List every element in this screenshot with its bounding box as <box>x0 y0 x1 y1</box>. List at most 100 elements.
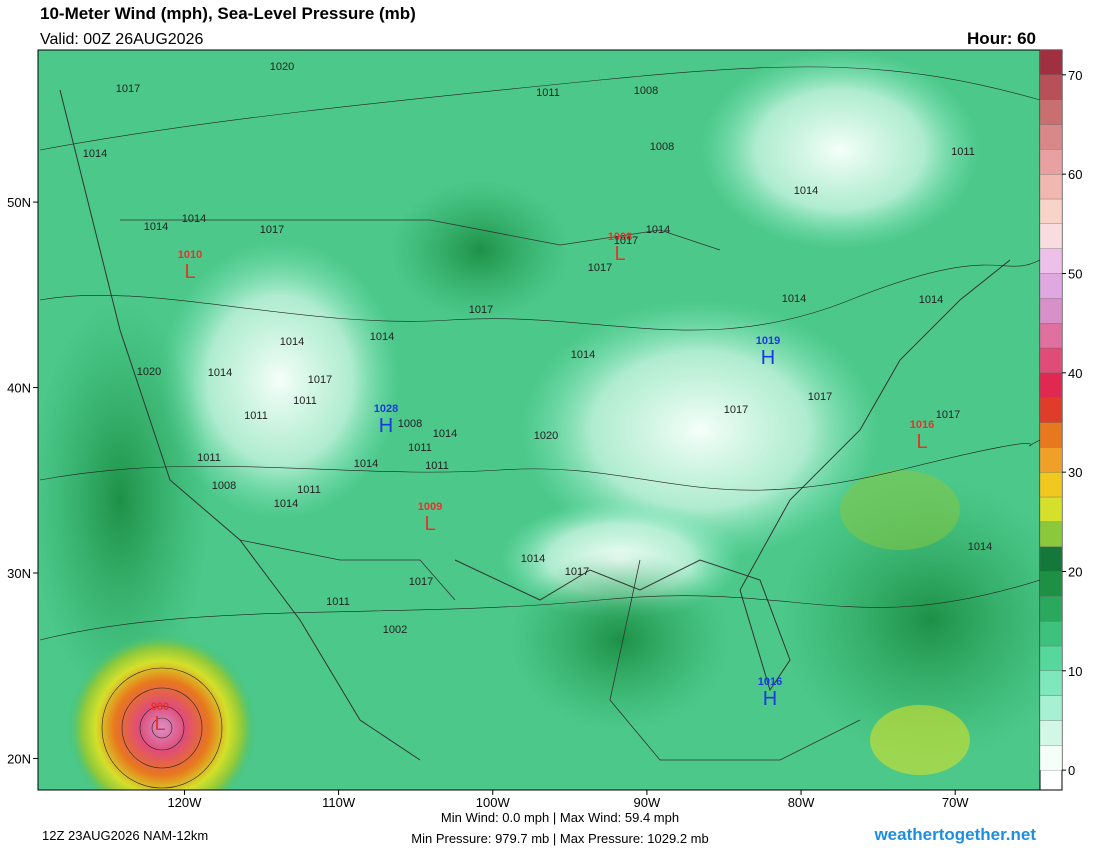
colorbar-label: 60 <box>1068 167 1082 182</box>
center-letter: L <box>916 431 927 453</box>
contour-label: 1014 <box>354 458 378 470</box>
contour-label: 1008 <box>634 85 658 97</box>
contour-label: 1011 <box>293 395 317 407</box>
contour-label: 1011 <box>425 460 449 472</box>
colorbar-segment <box>1039 298 1063 324</box>
contour-label: 1002 <box>383 624 407 636</box>
colorbar-segment <box>1039 670 1063 696</box>
contour-label: 1014 <box>521 553 545 565</box>
contour-label: 1008 <box>212 480 236 492</box>
colorbar-segment <box>1039 447 1063 473</box>
contour-label: 1014 <box>794 185 818 197</box>
contour-label: 1014 <box>83 148 107 160</box>
windy-area <box>38 300 210 700</box>
colorbar-segment <box>1039 74 1063 100</box>
colorbar-label: 40 <box>1068 366 1082 381</box>
contour-label: 1017 <box>260 224 284 236</box>
center-value: 1016 <box>910 419 934 431</box>
contour-label: 1017 <box>469 304 493 316</box>
calm-area <box>160 240 400 520</box>
windy-area <box>840 470 960 550</box>
center-value: 980 <box>151 701 169 713</box>
colorbar-segment <box>1039 521 1063 547</box>
lon-label: 120W <box>167 795 202 810</box>
model-run: 12Z 23AUG2026 NAM-12km <box>42 828 208 843</box>
colorbar-segment <box>1039 720 1063 746</box>
contour-label: 1017 <box>409 576 433 588</box>
center-value: 1028 <box>374 403 398 415</box>
lon-label: 90W <box>634 795 661 810</box>
contour-label: 1020 <box>270 61 294 73</box>
windy-area <box>510 550 730 730</box>
borders <box>120 219 861 761</box>
colorbar-segment <box>1039 372 1063 398</box>
hurricane <box>67 633 257 790</box>
pressure-range: Min Pressure: 979.7 mb | Max Pressure: 1… <box>411 831 708 846</box>
colorbar-segment <box>1039 198 1063 224</box>
colorbar-label: 50 <box>1068 266 1082 281</box>
contour-label: 1014 <box>182 213 206 225</box>
isobars <box>39 66 1040 789</box>
calm-area <box>700 50 980 250</box>
lat-label: 30N <box>7 566 31 581</box>
center-value: 1010 <box>178 249 202 261</box>
center-value: 1008 <box>608 231 632 243</box>
contour-label: 1017 <box>588 262 612 274</box>
colorbar-label: 10 <box>1068 664 1082 679</box>
colorbar-segment <box>1039 496 1063 522</box>
lat-label: 20N <box>7 751 31 766</box>
contour-label: 1020 <box>534 430 558 442</box>
contour-label: 1011 <box>326 596 350 608</box>
contour-label: 1014 <box>433 428 457 440</box>
center-letter: H <box>763 688 777 710</box>
contour-label: 1014 <box>280 336 304 348</box>
contour-label: 1014 <box>968 541 992 553</box>
colorbar-segment <box>1039 347 1063 373</box>
site-credit: weathertogether.net <box>873 825 1036 844</box>
colorbar-segment <box>1039 645 1063 671</box>
wind-range: Min Wind: 0.0 mph | Max Wind: 59.4 mph <box>441 810 679 825</box>
windy-area <box>870 705 970 775</box>
center-value: 1009 <box>418 501 442 513</box>
lon-label: 70W <box>942 795 969 810</box>
lat-label: 50N <box>7 195 31 210</box>
colorbar-label: 20 <box>1068 564 1082 579</box>
contour-labels: 1020 1017 1011 1008 1008 1014 1011 1014 1014 1017… <box>83 61 992 636</box>
center-letter: L <box>184 261 195 283</box>
colorbar-segment <box>1039 99 1063 125</box>
contour-label: 1011 <box>951 146 975 158</box>
colorbar-segment <box>1039 620 1063 647</box>
lon-label: 110W <box>322 795 356 810</box>
colorbar-label: 70 <box>1068 68 1082 83</box>
colorbar-segment <box>1039 223 1063 249</box>
colorbar-label: 0 <box>1068 763 1075 778</box>
contour-label: 1011 <box>244 410 268 422</box>
center-value: 1019 <box>756 335 780 347</box>
lat-label: 40N <box>7 381 31 396</box>
colorbar-segment <box>1039 248 1063 274</box>
colorbar-segment <box>1039 571 1063 597</box>
colorbar-segment <box>1039 745 1063 771</box>
contour-label: 1017 <box>308 374 332 386</box>
contour-label: 1011 <box>197 452 221 464</box>
colorbar-segment <box>1039 174 1063 200</box>
colorbar-segment <box>1039 422 1063 448</box>
forecast-hour: Hour: 60 <box>967 29 1036 48</box>
contour-label: 1014 <box>919 294 943 306</box>
contour-label: 1017 <box>565 566 589 578</box>
valid-time: Valid: 00Z 26AUG2026 <box>40 31 203 48</box>
contour-label: 1011 <box>536 87 560 99</box>
colorbar-segment <box>1039 124 1063 150</box>
contour-label: 1014 <box>208 367 232 379</box>
contour-label: 1017 <box>808 391 832 403</box>
center-letter: L <box>614 243 625 265</box>
colorbar-segment <box>1039 546 1063 572</box>
center-letter: L <box>424 513 435 535</box>
colorbar-segment <box>1039 695 1063 721</box>
contour-label: 1014 <box>571 349 595 361</box>
colorbar-segment <box>1039 273 1063 299</box>
contour-label: 1014 <box>782 293 806 305</box>
map <box>38 50 1040 790</box>
colorbar-segment <box>1039 49 1063 75</box>
